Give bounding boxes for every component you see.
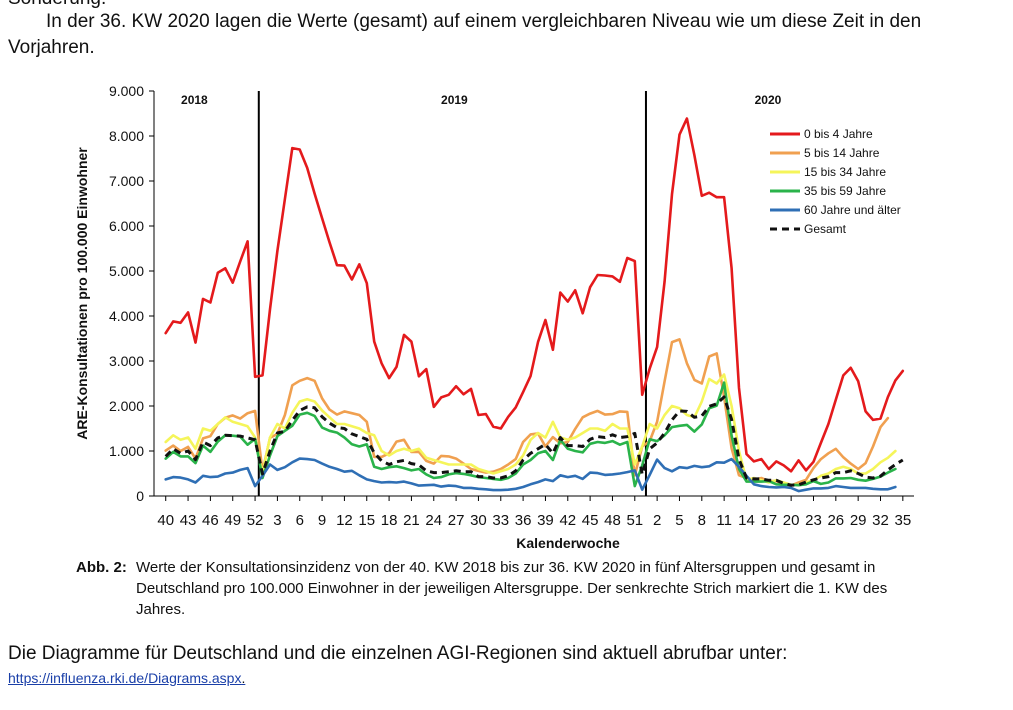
x-tick-label: 14	[738, 512, 755, 529]
x-tick-label: 52	[247, 512, 264, 529]
y-tick-label: 7.000	[109, 173, 144, 189]
x-tick-label: 23	[805, 512, 822, 529]
x-tick-label: 24	[425, 512, 442, 529]
x-tick-label: 5	[675, 512, 683, 529]
legend-label: Gesamt	[804, 222, 847, 236]
x-tick-label: 29	[850, 512, 867, 529]
x-tick-label: 49	[224, 512, 241, 529]
y-tick-label: 1.000	[109, 443, 144, 459]
series-line-60-jahre-und-lter	[164, 457, 897, 493]
legend-label: 15 bis 34 Jahre	[804, 165, 886, 179]
x-tick-label: 3	[273, 512, 281, 529]
x-tick-label: 36	[515, 512, 532, 529]
legend-label: 60 Jahre und älter	[804, 203, 901, 217]
x-tick-label: 12	[336, 512, 353, 529]
diagrams-link-line: https://influenza.rki.de/Diagrams.aspx.	[8, 670, 245, 686]
y-tick-label: 9.000	[109, 83, 144, 99]
caption-label: Abb. 2:	[76, 559, 127, 576]
y-tick-label: 4.000	[109, 308, 144, 324]
x-tick-label: 46	[202, 512, 219, 529]
series-line-15-bis-34-jahre	[164, 373, 897, 487]
legend-label: 5 bis 14 Jahre	[804, 146, 880, 160]
y-axis-title: ARE-Konsultationen pro 100.000 Einwohner	[74, 147, 90, 440]
x-tick-label: 40	[157, 512, 174, 529]
x-tick-label: 9	[318, 512, 326, 529]
year-label-2020: 2020	[755, 93, 782, 107]
year-label-2018: 2018	[181, 93, 208, 107]
outro-paragraph: Die Diagramme für Deutschland und die ei…	[8, 643, 788, 664]
y-tick-label: 8.000	[109, 128, 144, 144]
link-period: .	[241, 670, 246, 686]
x-tick-label: 33	[492, 512, 509, 529]
x-tick-label: 30	[470, 512, 487, 529]
x-tick-label: 21	[403, 512, 420, 529]
x-tick-label: 18	[381, 512, 398, 529]
y-tick-label: 5.000	[109, 263, 144, 279]
intro-paragraph: In der 36. KW 2020 lagen die Werte (gesa…	[8, 9, 988, 61]
figure-caption: Abb. 2: Werte der Konsultationsinzidenz …	[76, 557, 936, 620]
x-tick-label: 15	[358, 512, 375, 529]
y-tick-label: 0	[136, 488, 144, 504]
x-tick-label: 35	[894, 512, 911, 529]
are-consultation-chart: 0 1.000 2.000 3.000 4.000 5.000 6.000 7.000 8.00…	[74, 83, 914, 551]
x-tick-label: 11	[716, 512, 732, 529]
year-label-2019: 2019	[441, 93, 468, 107]
x-tick-label: 26	[827, 512, 844, 529]
x-tick-label: 27	[448, 512, 465, 529]
x-tick-label: 17	[760, 512, 777, 529]
x-tick-label: 20	[783, 512, 800, 529]
x-tick-label: 2	[653, 512, 661, 529]
legend-label: 35 bis 59 Jahre	[804, 184, 886, 198]
x-tick-label: 48	[604, 512, 621, 529]
x-tick-label: 8	[698, 512, 706, 529]
x-tick-label: 51	[626, 512, 643, 529]
caption-text: Werte der Konsultationsinzidenz von der …	[136, 559, 888, 618]
intro-text: In der 36. KW 2020 lagen die Werte (gesa…	[8, 11, 922, 58]
x-tick-label: 45	[582, 512, 599, 529]
y-tick-label: 6.000	[109, 218, 144, 234]
x-tick-label: 43	[180, 512, 197, 529]
x-tick-label: 39	[537, 512, 554, 529]
truncated-previous-line: Sonderung.	[8, 0, 106, 10]
diagrams-link[interactable]: https://influenza.rki.de/Diagrams.aspx	[8, 670, 242, 686]
x-tick-label: 6	[296, 512, 304, 529]
series-line-gesamt	[164, 395, 904, 487]
series-line-0-bis-4-jahre	[164, 117, 905, 473]
y-tick-label: 3.000	[109, 353, 144, 369]
x-tick-label: 42	[559, 512, 576, 529]
y-tick-label: 2.000	[109, 398, 144, 414]
x-tick-label: 32	[872, 512, 889, 529]
x-axis-title: Kalenderwoche	[516, 535, 620, 551]
plot-area: 0 1.000 2.000 3.000 4.000 5.000 6.000 7.000 8.00…	[74, 83, 914, 551]
legend-label: 0 bis 4 Jahre	[804, 127, 873, 141]
